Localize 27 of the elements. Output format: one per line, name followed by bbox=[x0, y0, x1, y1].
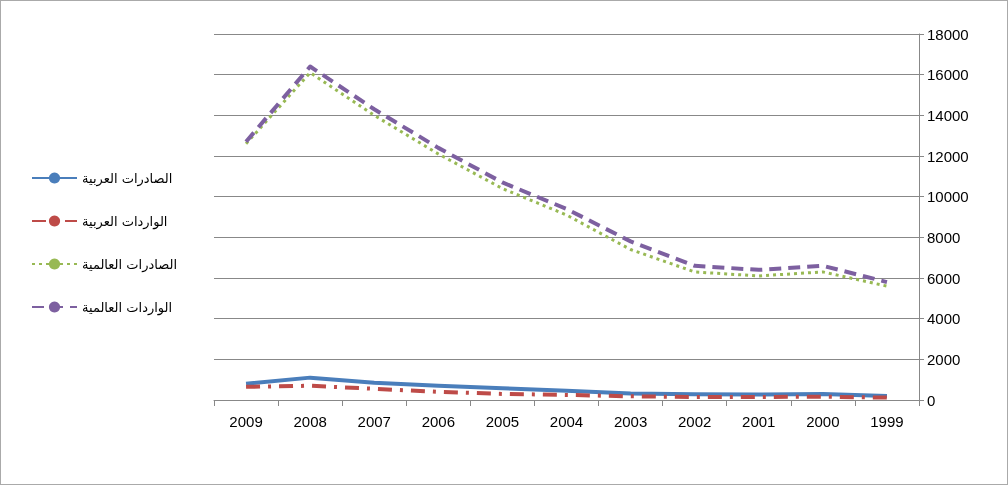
x-tick-label: 2009 bbox=[229, 413, 263, 430]
x-tick-label: 2001 bbox=[742, 413, 776, 430]
y-tick-label: 2000 bbox=[927, 350, 961, 368]
y-tick-label: 18000 bbox=[927, 25, 969, 43]
y-tick-label: 16000 bbox=[927, 66, 969, 84]
legend-label: الصادرات العالمية bbox=[82, 256, 178, 273]
y-tick-label: 4000 bbox=[927, 310, 961, 328]
x-tick-label: 2004 bbox=[549, 413, 584, 430]
y-tick-label: 0 bbox=[927, 391, 936, 409]
x-tick-label: 2005 bbox=[485, 413, 520, 430]
y-tick-label: 8000 bbox=[927, 228, 961, 246]
legend-label: الصادرات العربية bbox=[82, 170, 173, 187]
legend-label: الواردات العربية bbox=[82, 213, 168, 230]
x-tick-label: 2000 bbox=[806, 413, 840, 430]
legend-label: الواردات العالمية bbox=[82, 299, 173, 316]
y-tick-label: 12000 bbox=[927, 147, 969, 165]
y-tick-label: 6000 bbox=[927, 269, 961, 287]
x-tick-label: 1999 bbox=[870, 413, 904, 430]
line-series bbox=[244, 383, 889, 400]
x-tick-label: 2008 bbox=[293, 413, 327, 430]
x-tick-label: 2002 bbox=[677, 413, 712, 430]
y-tick-label: 14000 bbox=[927, 106, 969, 124]
line-series bbox=[244, 375, 889, 398]
y-tick-label: 10000 bbox=[927, 188, 969, 206]
x-tick-label: 2007 bbox=[357, 413, 391, 430]
x-tick-label: 2006 bbox=[421, 413, 456, 430]
x-tick-label: 2003 bbox=[613, 413, 648, 430]
